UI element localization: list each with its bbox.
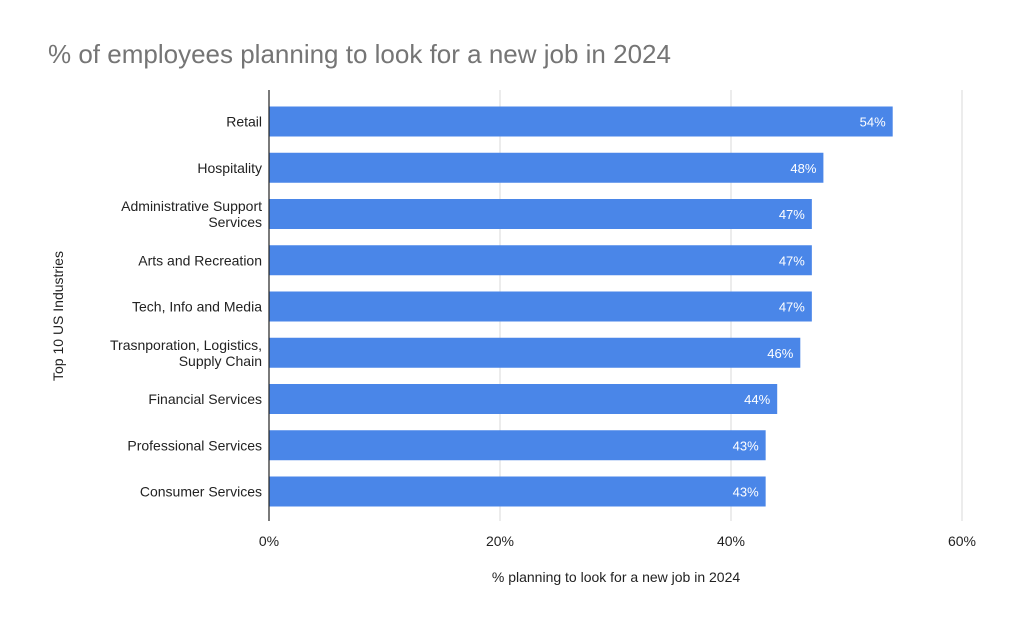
bar xyxy=(269,106,893,137)
category-label-line: Supply Chain xyxy=(179,353,262,369)
data-label: 48% xyxy=(790,161,816,176)
category-label: Hospitality xyxy=(197,160,262,176)
x-tick-label: 60% xyxy=(948,533,976,549)
category-label-line: Administrative Support xyxy=(121,198,262,214)
data-label: 47% xyxy=(779,253,805,268)
category-label: Financial Services xyxy=(148,391,262,407)
bar xyxy=(269,384,778,414)
category-label-line: Tech, Info and Media xyxy=(132,299,262,315)
bar xyxy=(269,245,812,276)
bar xyxy=(269,476,766,507)
category-label-line: Arts and Recreation xyxy=(138,252,262,268)
category-label: Trasnporation, Logistics, Supply Chain xyxy=(110,337,262,369)
bar xyxy=(269,291,812,322)
category-label: Professional Services xyxy=(127,437,262,453)
x-axis-title: % planning to look for a new job in 2024 xyxy=(492,569,740,585)
category-label-line: Services xyxy=(208,214,262,230)
category-label-line: Professional Services xyxy=(127,437,262,453)
bars xyxy=(269,106,893,507)
data-label: 43% xyxy=(733,485,759,500)
category-label: Tech, Info and Media xyxy=(132,299,262,315)
category-label-line: Financial Services xyxy=(148,391,262,407)
y-axis-title: Top 10 US Industries xyxy=(50,251,66,381)
x-tick-label: 40% xyxy=(717,533,745,549)
data-label: 47% xyxy=(779,300,805,315)
data-label: 43% xyxy=(733,438,759,453)
data-labels: 54% 48% 47% 47% 47% 46% 44% 43% 43% xyxy=(733,115,887,500)
category-label: Consumer Services xyxy=(140,484,262,500)
chart-title: % of employees planning to look for a ne… xyxy=(48,39,671,69)
bar xyxy=(269,337,801,368)
data-label: 46% xyxy=(767,346,793,361)
data-label: 47% xyxy=(779,207,805,222)
category-label-line: Consumer Services xyxy=(140,484,262,500)
x-tick-labels: 0% 20% 40% 60% xyxy=(259,533,976,549)
category-label-line: Trasnporation, Logistics, xyxy=(110,337,262,353)
x-tick-label: 20% xyxy=(486,533,514,549)
category-label: Arts and Recreation xyxy=(138,252,262,268)
data-label: 54% xyxy=(860,115,886,130)
category-label: Administrative Support Services xyxy=(121,198,262,230)
category-label-line: Retail xyxy=(226,114,262,130)
bar xyxy=(269,152,824,183)
category-label-line: Hospitality xyxy=(197,160,262,176)
x-tick-label: 0% xyxy=(259,533,279,549)
bar xyxy=(269,430,766,461)
bar xyxy=(269,199,812,229)
data-label: 44% xyxy=(744,392,770,407)
category-label: Retail xyxy=(226,114,262,130)
